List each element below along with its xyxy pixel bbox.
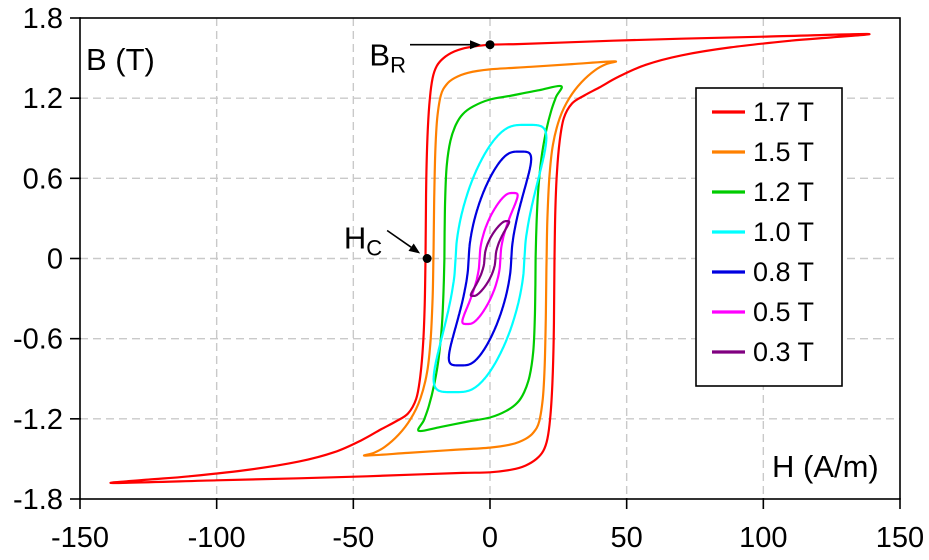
legend-label-1.5T: 1.5 T [753, 137, 814, 167]
x-tick-label: 100 [739, 522, 787, 554]
annotation-arrow-line [386, 229, 412, 248]
loop-curve-0.5T [461, 191, 519, 326]
x-tick-label: -100 [188, 522, 246, 554]
y-tick-label: 0 [47, 244, 63, 276]
annotation-dot-coercivity [422, 254, 432, 263]
y-tick-label: 1.8 [23, 3, 63, 35]
legend: 1.7 T 1.5 T 1.2 T 1.0 T 0.8 T 0.5 T 0.3 T [695, 87, 843, 387]
legend-label-0.5T: 0.5 T [753, 297, 814, 327]
legend-label-1.2T: 1.2 T [753, 177, 814, 207]
annotation-coercivity: HC [344, 221, 432, 263]
x-tick-label: -150 [51, 522, 109, 554]
y-tick-label: 1.2 [23, 83, 63, 115]
y-tick-label: -1.8 [13, 484, 63, 516]
annotation-dot-remanence [485, 40, 495, 50]
legend-label-1.7T: 1.7 T [753, 97, 814, 127]
y-tick-label: -1.2 [13, 404, 63, 436]
axis-ticks [70, 17, 901, 509]
x-tick-label: -50 [332, 522, 374, 554]
loop-curve-1.2T [417, 84, 563, 433]
loop-curve-1.7T [109, 32, 871, 485]
legend-label-0.8T: 0.8 T [753, 257, 814, 287]
loop-curve-1.0T [432, 123, 548, 394]
loop-curve-0.3T [469, 219, 511, 297]
x-tick-label: 150 [876, 522, 924, 554]
y-tick-label: -0.6 [13, 324, 63, 356]
y-tick-label: 0.6 [23, 163, 63, 195]
legend-label-1.0T: 1.0 T [753, 217, 814, 247]
y-axis-title: B (T) [86, 42, 155, 77]
legend-box [695, 87, 843, 387]
legend-label-0.3T: 0.3 T [753, 337, 814, 367]
x-tick-label: 0 [482, 522, 498, 554]
annotation-label-coercivity: HC [344, 221, 382, 261]
annotation-label-remanence: BR [369, 38, 406, 78]
loop-curve-0.8T [447, 150, 533, 367]
x-tick-label: 50 [611, 522, 643, 554]
annotation-arrowhead [408, 243, 421, 254]
annotation-arrowhead [470, 40, 481, 50]
loop-curve-1.5T [362, 60, 618, 457]
x-axis-title: H (A/m) [772, 449, 879, 484]
